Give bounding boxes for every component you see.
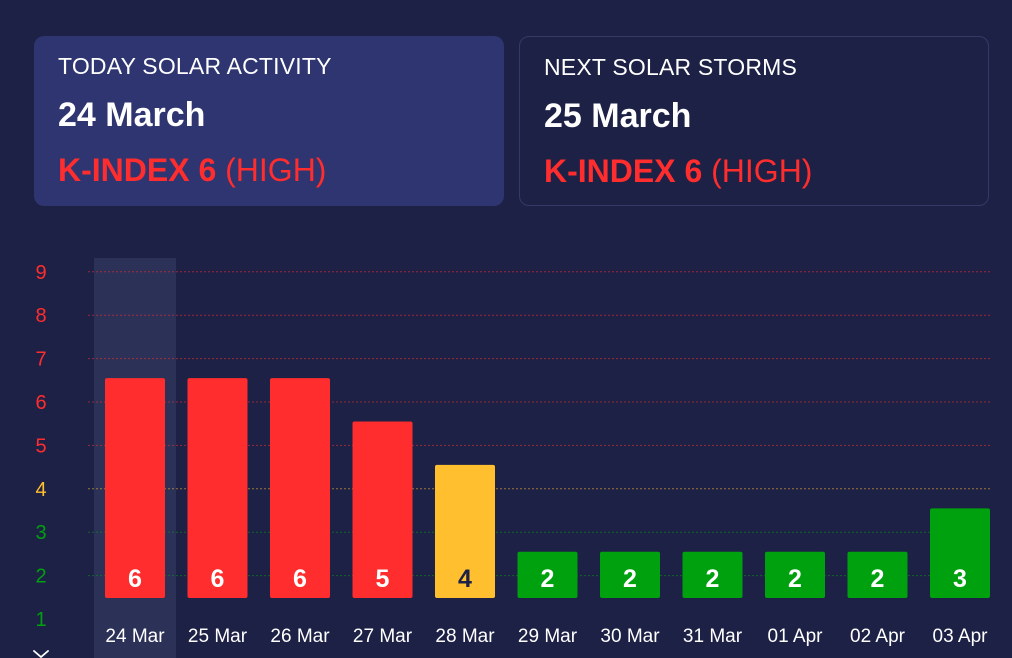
x-tick-label: 24 Mar <box>105 626 165 647</box>
bar[interactable] <box>187 378 248 598</box>
x-tick-label: 25 Mar <box>188 626 248 647</box>
y-tick-label: 8 <box>35 305 46 327</box>
x-tick-label: 01 Apr <box>768 626 824 647</box>
bar-value-label: 2 <box>788 565 802 593</box>
today-card-title: TODAY SOLAR ACTIVITY <box>58 53 332 79</box>
bar-value-label: 2 <box>623 565 637 593</box>
bar-value-label: 5 <box>376 565 390 593</box>
bar[interactable] <box>682 551 743 598</box>
y-tick-label: 3 <box>35 522 46 544</box>
y-tick-label: 7 <box>35 349 46 371</box>
bar-value-label: 4 <box>458 565 472 593</box>
bar-value-label: 2 <box>541 565 555 593</box>
bar-value-label: 6 <box>293 565 307 593</box>
y-tick-label: 9 <box>35 262 46 284</box>
bar[interactable] <box>270 378 330 598</box>
next-card-title: NEXT SOLAR STORMS <box>544 54 798 80</box>
bar-value-label: 6 <box>211 565 225 593</box>
next-k-index-value: K-INDEX 6 <box>544 153 703 189</box>
today-k-index-level: (HIGH) <box>225 152 327 188</box>
bar-value-label: 2 <box>706 565 720 593</box>
bar-value-label: 6 <box>128 565 142 593</box>
bar[interactable] <box>765 551 825 598</box>
today-k-index-value: K-INDEX 6 <box>58 152 217 188</box>
x-tick-label: 03 Apr <box>933 626 989 647</box>
bar-value-label: 3 <box>953 565 967 593</box>
bar[interactable] <box>352 421 413 598</box>
x-tick-label: 27 Mar <box>353 626 413 647</box>
x-tick-label: 29 Mar <box>518 626 578 647</box>
next-k-index-level: (HIGH) <box>711 153 813 189</box>
bar[interactable] <box>105 378 165 598</box>
bar[interactable] <box>600 551 660 598</box>
x-tick-label: 31 Mar <box>683 626 743 647</box>
y-tick-label: 1 <box>35 609 46 631</box>
today-card-date: 24 March <box>58 96 206 134</box>
x-tick-label: 28 Mar <box>435 626 495 647</box>
x-tick-label: 30 Mar <box>600 626 660 647</box>
y-tick-label: 4 <box>35 479 46 501</box>
bar[interactable] <box>435 464 495 598</box>
bar[interactable] <box>847 551 908 598</box>
y-tick-label: 5 <box>35 435 46 457</box>
chevron-down-icon[interactable] <box>33 650 49 658</box>
bar[interactable] <box>517 551 578 598</box>
next-k-index: K-INDEX 6 (HIGH) <box>544 153 812 190</box>
next-storms-card: NEXT SOLAR STORMS 25 March K-INDEX 6 (HI… <box>519 36 989 206</box>
y-tick-label: 2 <box>35 566 46 588</box>
y-tick-label: 6 <box>35 392 46 414</box>
x-tick-label: 26 Mar <box>270 626 330 647</box>
next-card-date: 25 March <box>544 97 692 135</box>
today-k-index: K-INDEX 6 (HIGH) <box>58 152 326 189</box>
bar[interactable] <box>930 508 990 598</box>
bar-value-label: 2 <box>871 565 885 593</box>
x-tick-label: 02 Apr <box>850 626 906 647</box>
today-activity-card: TODAY SOLAR ACTIVITY 24 March K-INDEX 6 … <box>34 36 504 206</box>
